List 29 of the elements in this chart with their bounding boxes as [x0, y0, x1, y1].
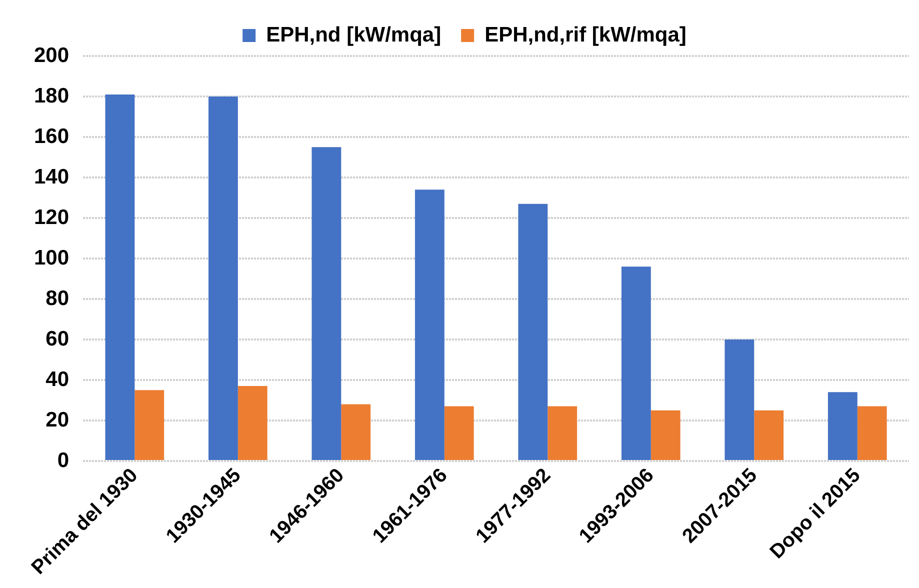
bar [134, 390, 164, 460]
y-tick-label: 40 [46, 368, 70, 391]
y-tick-label: 160 [34, 124, 70, 148]
y-tick-label: 200 [34, 44, 70, 67]
bar [341, 404, 371, 460]
y-tick-label: 180 [34, 84, 70, 108]
y-tick-label: 140 [34, 165, 70, 188]
bar [724, 339, 754, 460]
bar [828, 392, 858, 460]
y-tick-label: 60 [46, 327, 70, 350]
bar [621, 266, 651, 460]
bar [312, 147, 342, 460]
bar [518, 204, 548, 460]
y-tick-label: 120 [34, 206, 70, 229]
bar [414, 190, 444, 460]
legend-label: EPH,nd,rif [kW/mqa] [484, 23, 686, 46]
y-tick-label: 80 [46, 286, 70, 310]
y-tick-label: 100 [34, 246, 70, 270]
bar [650, 410, 680, 460]
bar [754, 410, 784, 460]
bar [857, 406, 887, 460]
bar [238, 386, 268, 460]
legend-label: EPH,nd [kW/mqa] [266, 23, 442, 46]
bar [444, 406, 474, 460]
bar [208, 96, 238, 460]
bar [105, 94, 135, 460]
y-tick-label: 0 [57, 448, 70, 472]
y-tick-label: 20 [46, 408, 70, 432]
bar [548, 406, 578, 460]
